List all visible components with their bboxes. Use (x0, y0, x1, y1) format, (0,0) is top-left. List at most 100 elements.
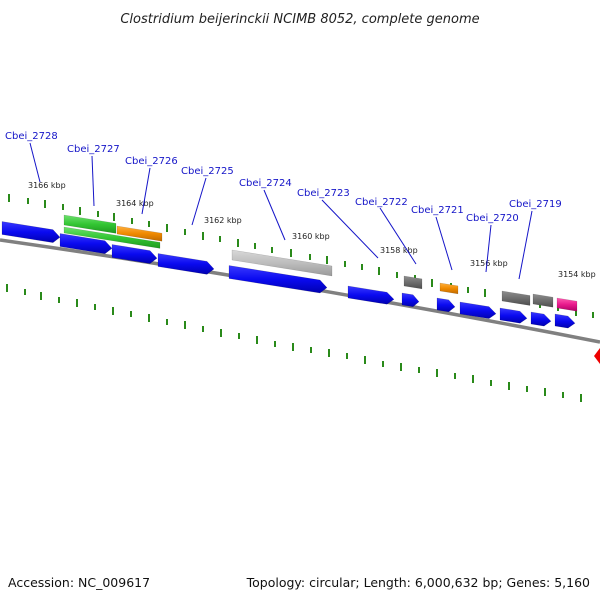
gc-tick (562, 392, 564, 398)
gene-label[interactable]: Cbei_2725 (181, 166, 234, 177)
cds-gray-feature (403, 275, 423, 290)
position-marker-icon (594, 348, 600, 364)
cds-orange-feature (439, 282, 459, 295)
gc-tick (112, 307, 114, 315)
gc-tick (62, 204, 64, 210)
cds-magenta-feature (556, 297, 578, 312)
kbp-label: 3154 kbp (558, 270, 596, 279)
gc-tick (166, 319, 168, 325)
gene-label-leader (141, 167, 151, 215)
gc-tick (326, 256, 328, 264)
gc-tick (364, 356, 366, 364)
gc-tick (310, 347, 312, 353)
gc-tick (472, 375, 474, 383)
gc-tick (166, 224, 168, 232)
gc-tick (309, 254, 311, 260)
gc-tick (575, 308, 577, 316)
gc-tick (202, 232, 204, 240)
cds-arrow (554, 313, 576, 329)
gc-tick (431, 279, 433, 287)
gc-tick (97, 211, 99, 217)
gc-tick (202, 326, 204, 332)
kbp-label: 3166 kbp (28, 181, 66, 190)
cds-rrna-feature (63, 226, 161, 249)
gene-label-leaders (29, 142, 533, 280)
gc-tick (344, 261, 346, 267)
cds-arrow (459, 301, 497, 319)
gene-label-leader (263, 189, 286, 241)
gene-label-leader (91, 155, 95, 207)
gc-tick (44, 200, 46, 208)
gc-tick (467, 287, 469, 293)
gc-tick (484, 289, 486, 297)
cds-arrow (157, 253, 215, 275)
gene-label[interactable]: Cbei_2723 (297, 188, 350, 199)
gc-tick (8, 194, 10, 202)
gc-tick (490, 380, 492, 386)
gc-tick (184, 229, 186, 235)
cds-arrow (1, 221, 61, 243)
gene-label-leader (321, 199, 379, 259)
gc-tick (148, 221, 150, 227)
gene-label[interactable]: Cbei_2728 (5, 131, 58, 142)
cds-arrow (347, 285, 395, 305)
gc-tick (237, 239, 239, 247)
gc-tick (130, 311, 132, 317)
cds-arrow (436, 297, 456, 313)
gc-tick (508, 382, 510, 390)
gc-tick (220, 329, 222, 337)
cds-arrow (59, 233, 113, 254)
gc-tick (361, 264, 363, 270)
gc-tick (526, 386, 528, 392)
gc-tick (382, 361, 384, 367)
kbp-label: 3162 kbp (204, 216, 242, 225)
gc-tick (328, 349, 330, 357)
cds-arrow (401, 292, 420, 308)
kbp-scale: 3166 kbp 3164 kbp 3162 kbp 3160 kbp 3158 kbp… (28, 181, 596, 279)
accession-text: Accession: NC_009617 (8, 575, 150, 590)
gene-label[interactable]: Cbei_2722 (355, 197, 408, 208)
gc-tick (292, 343, 294, 351)
cds-gray-feature (532, 293, 554, 308)
genome-backbone (0, 238, 600, 344)
kbp-label: 3156 kbp (470, 259, 508, 268)
gc-tick (592, 312, 594, 318)
gene-label[interactable]: Cbei_2721 (411, 205, 464, 216)
gc-tick (436, 369, 438, 377)
gc-tick (184, 321, 186, 329)
cds-arrow (111, 244, 158, 264)
gc-tick (378, 267, 380, 275)
gc-tick (76, 299, 78, 307)
gc-tick (271, 247, 273, 253)
gene-label-leader (485, 224, 492, 273)
kbp-label: 3158 kbp (380, 246, 418, 255)
gc-tick (346, 353, 348, 359)
gc-tick (6, 284, 8, 292)
cds-gray-feature (231, 249, 333, 277)
gc-tick (58, 297, 60, 303)
gc-tick (24, 289, 26, 295)
gc-tick (544, 388, 546, 396)
gene-label[interactable]: Cbei_2720 (466, 213, 519, 224)
gc-tick (113, 213, 115, 221)
cds-arrow (228, 265, 328, 294)
kbp-label: 3160 kbp (292, 232, 330, 241)
gene-label[interactable]: Cbei_2724 (239, 178, 292, 189)
gc-tick (79, 207, 81, 215)
gene-label[interactable]: Cbei_2726 (125, 156, 178, 167)
gene-label-leader (191, 177, 207, 226)
gc-tick (290, 249, 292, 257)
gene-label[interactable]: Cbei_2719 (509, 199, 562, 210)
gc-tick (254, 243, 256, 249)
cds-arrow (530, 311, 552, 327)
gc-tick (94, 304, 96, 310)
gc-tick (238, 333, 240, 339)
gene-label[interactable]: Cbei_2727 (67, 144, 120, 155)
cds-rrna-feature (63, 214, 117, 234)
gc-tick (40, 292, 42, 300)
map-title: Clostridium beijerinckii NCIMB 8052, com… (120, 12, 479, 27)
gc-tick (400, 363, 402, 371)
gene-features (1, 214, 578, 329)
gc-tick (454, 373, 456, 379)
gene-label-leader (29, 142, 41, 183)
